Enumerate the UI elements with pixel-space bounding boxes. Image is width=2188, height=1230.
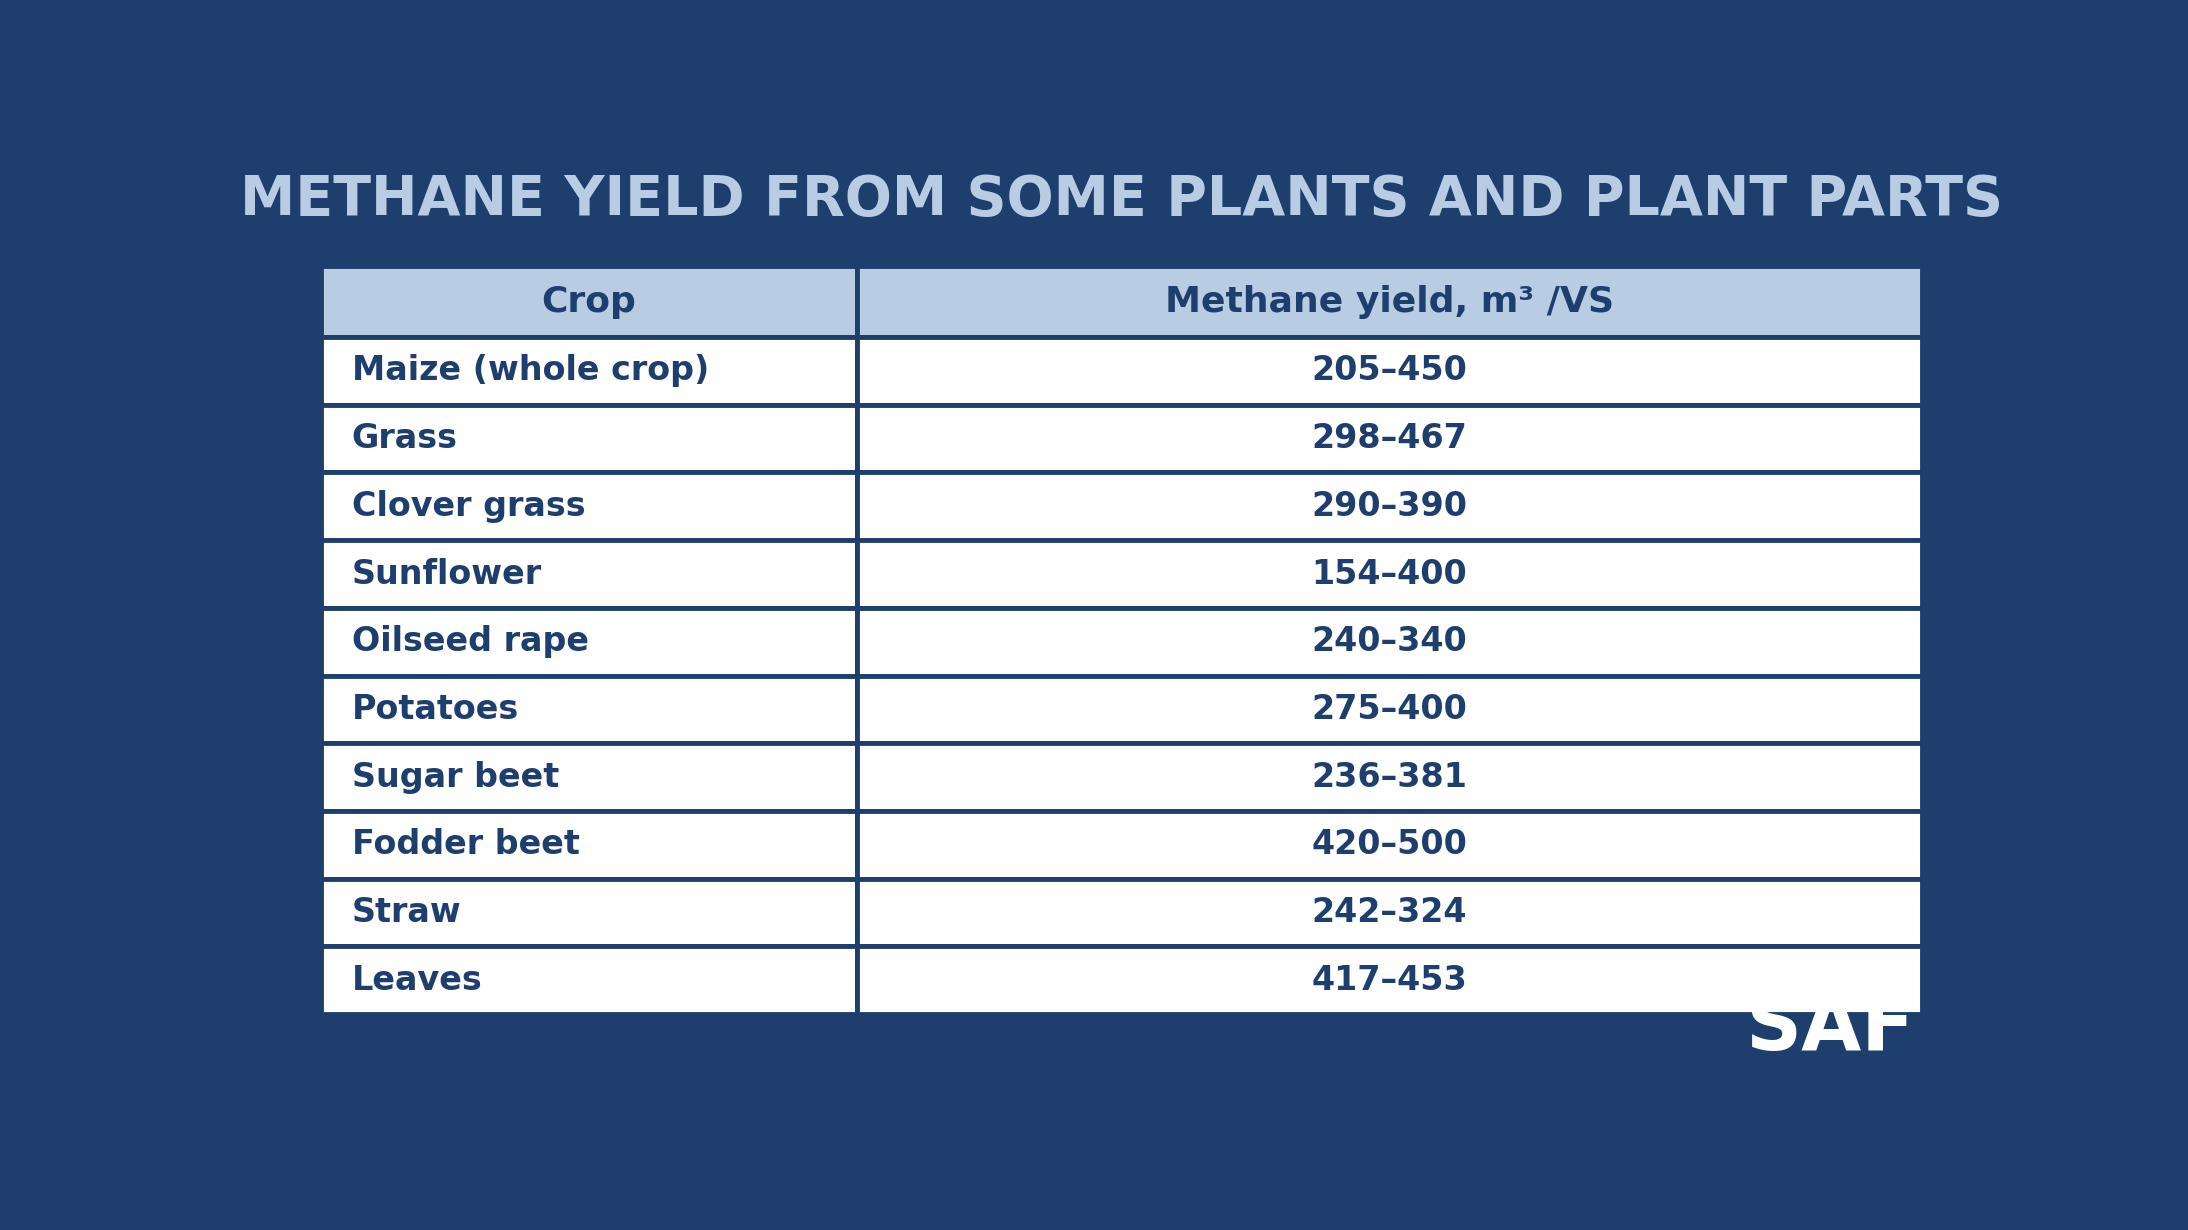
Bar bbox=[322, 266, 858, 337]
Text: 417–453: 417–453 bbox=[1311, 964, 1468, 996]
Text: 242–324: 242–324 bbox=[1313, 897, 1468, 929]
Text: Leaves: Leaves bbox=[352, 964, 481, 996]
Bar bbox=[858, 337, 1921, 405]
Bar bbox=[322, 675, 858, 743]
Text: Potatoes: Potatoes bbox=[352, 692, 519, 726]
Text: Oilseed rape: Oilseed rape bbox=[352, 625, 589, 658]
Bar bbox=[322, 811, 858, 878]
Bar bbox=[322, 405, 858, 472]
Text: 290–390: 290–390 bbox=[1311, 490, 1468, 523]
Text: SAF: SAF bbox=[1746, 990, 1914, 1066]
Text: 154–400: 154–400 bbox=[1311, 557, 1468, 590]
Bar bbox=[858, 675, 1921, 743]
Bar bbox=[858, 946, 1921, 1015]
Text: Methane yield, m³ /VS: Methane yield, m³ /VS bbox=[1164, 284, 1615, 319]
Bar bbox=[858, 472, 1921, 540]
Text: 205–450: 205–450 bbox=[1311, 354, 1468, 387]
Bar bbox=[322, 608, 858, 675]
Bar bbox=[322, 337, 858, 405]
Text: 236–381: 236–381 bbox=[1311, 760, 1468, 793]
Bar bbox=[858, 405, 1921, 472]
Text: Sugar beet: Sugar beet bbox=[352, 760, 558, 793]
Bar bbox=[858, 540, 1921, 608]
Text: Sunflower: Sunflower bbox=[352, 557, 543, 590]
Bar bbox=[858, 743, 1921, 811]
Bar bbox=[858, 811, 1921, 878]
Bar bbox=[322, 878, 858, 946]
Bar bbox=[322, 743, 858, 811]
Bar bbox=[322, 472, 858, 540]
Text: 240–340: 240–340 bbox=[1311, 625, 1468, 658]
Bar bbox=[858, 878, 1921, 946]
Bar bbox=[858, 266, 1921, 337]
Bar bbox=[858, 608, 1921, 675]
Text: 275–400: 275–400 bbox=[1311, 692, 1468, 726]
Text: Maize (whole crop): Maize (whole crop) bbox=[352, 354, 709, 387]
Text: Fodder beet: Fodder beet bbox=[352, 829, 580, 861]
Text: 420–500: 420–500 bbox=[1311, 829, 1468, 861]
Text: Clover grass: Clover grass bbox=[352, 490, 584, 523]
Text: Straw: Straw bbox=[352, 897, 462, 929]
Text: 298–467: 298–467 bbox=[1311, 422, 1468, 455]
Text: Grass: Grass bbox=[352, 422, 457, 455]
Bar bbox=[322, 946, 858, 1015]
Text: Crop: Crop bbox=[543, 284, 637, 319]
Text: METHANE YIELD FROM SOME PLANTS AND PLANT PARTS: METHANE YIELD FROM SOME PLANTS AND PLANT… bbox=[241, 172, 2002, 226]
Bar bbox=[322, 540, 858, 608]
